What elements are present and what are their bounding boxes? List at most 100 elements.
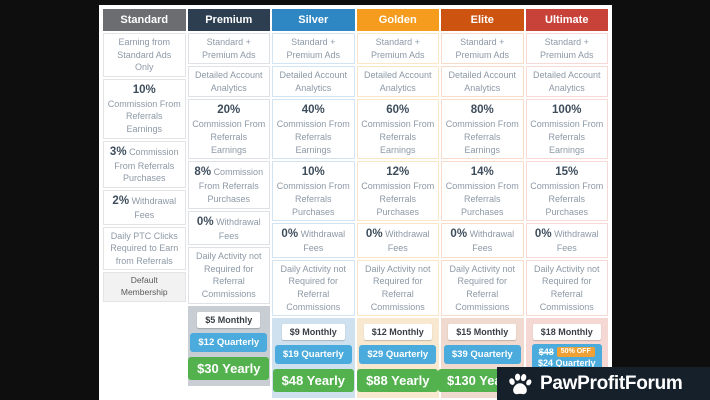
watermark-logo-bar: PawProfitForum <box>497 367 710 400</box>
feature-cell: Daily Activity not Required for Referral… <box>356 259 439 317</box>
feature-cell: Standard + Premium Ads <box>441 33 524 65</box>
feature-value: 2% <box>112 194 130 207</box>
feature-value: 60% <box>386 104 410 117</box>
feature-text: Standard + Premium Ads <box>455 37 510 60</box>
feature-text: Commission From Referrals Earnings <box>361 119 435 155</box>
feature-cell: Daily Activity not Required for Referral… <box>525 259 608 317</box>
feature-cell: Standard + Premium Ads <box>356 33 439 65</box>
feature-text: Daily Activity not Required for Referral… <box>364 263 431 312</box>
feature-text: Withdrawal Fees <box>385 229 430 254</box>
quarterly-price-button[interactable]: $29 Quarterly <box>359 345 437 365</box>
monthly-price-button[interactable]: $18 Monthly <box>532 323 601 340</box>
feature-cell: 0% Withdrawal Fees <box>272 223 355 258</box>
brand-name: PawProfitForum <box>540 372 683 394</box>
column-header-silver: Silver <box>272 9 355 31</box>
feature-cell: 0% Withdrawal Fees <box>356 223 439 258</box>
feature-text: Detailed Account Analytics <box>279 70 348 93</box>
pricing-panel: Standard Earning from Standard Ads Only … <box>99 5 612 400</box>
feature-cell: Standard + Premium Ads <box>525 33 608 65</box>
feature-cell: Standard + Premium Ads <box>187 33 270 65</box>
feature-value: 14% <box>470 166 494 179</box>
default-membership-cell: Default Membership <box>103 272 186 303</box>
monthly-price-button[interactable]: $15 Monthly <box>448 324 517 341</box>
monthly-price-button[interactable]: $12 Monthly <box>363 324 432 341</box>
feature-cell: 60% Commission From Referrals Earnings <box>356 99 439 160</box>
feature-text: Standard + Premium Ads <box>201 37 256 60</box>
paw-icon <box>507 372 533 396</box>
feature-cell: Detailed Account Analytics <box>441 66 524 98</box>
feature-text: Commission From Referrals Earnings <box>530 119 604 155</box>
feature-cell: 0% Withdrawal Fees <box>187 210 270 246</box>
membership-comparison-table: Standard Earning from Standard Ads Only … <box>103 9 609 400</box>
quarterly-price-button[interactable]: $39 Quarterly <box>443 345 521 365</box>
feature-text: Detailed Account Analytics <box>448 70 517 93</box>
monthly-price-button[interactable]: $5 Monthly <box>197 311 261 328</box>
column-elite: Elite Standard + Premium Ads Detailed Ac… <box>437 9 527 400</box>
pricing-block-golden: $12 Monthly $29 Quarterly $88 Yearly <box>356 318 439 399</box>
feature-text: Withdrawal Fees <box>131 195 177 221</box>
feature-cell: Daily Activity not Required for Referral… <box>272 259 355 317</box>
monthly-price-button[interactable]: $9 Monthly <box>281 324 345 341</box>
feature-text: Standard + Premium Ads <box>370 37 425 60</box>
feature-cell: 80% Commission From Referrals Earnings <box>441 99 524 160</box>
feature-value: 8% <box>194 166 212 179</box>
yearly-price-button[interactable]: $88 Yearly <box>357 369 439 393</box>
feature-cell: 10% Commission From Referrals Earnings <box>103 78 186 139</box>
feature-value: 20% <box>217 104 241 117</box>
yearly-price-button[interactable]: $30 Yearly <box>188 356 270 380</box>
feature-cell: 10% Commission From Referrals Purchases <box>272 161 355 222</box>
quarterly-price-button[interactable]: $48 50% OFF $24 Quarterly <box>531 343 602 371</box>
feature-text: Detailed Account Analytics <box>532 70 601 93</box>
feature-cell: 12% Commission From Referrals Purchases <box>356 161 439 222</box>
feature-cell: Detailed Account Analytics <box>272 66 355 98</box>
quarterly-price-button[interactable]: $12 Quarterly <box>190 332 268 352</box>
feature-text: Default Membership <box>120 275 168 298</box>
feature-cell: Detailed Account Analytics <box>187 66 270 98</box>
column-silver: Silver Standard + Premium Ads Detailed A… <box>272 9 355 400</box>
new-quarterly-price: $24 Quarterly <box>537 357 596 368</box>
feature-value: 100% <box>552 104 582 117</box>
feature-cell: 0% Withdrawal Fees <box>441 223 524 258</box>
feature-cell: Daily Activity not Required for Referral… <box>187 247 270 304</box>
feature-text: Earning from Standard Ads Only <box>117 37 172 73</box>
feature-cell: 3% Commission From Referrals Purchases <box>103 140 186 188</box>
feature-value: 80% <box>470 104 494 117</box>
pricing-block-premium: $5 Monthly $12 Quarterly $30 Yearly <box>187 305 270 386</box>
column-ultimate: Ultimate Standard + Premium Ads Detailed… <box>524 9 609 400</box>
feature-text: Daily Activity not Required for Referral… <box>449 263 516 312</box>
old-quarterly-price: $48 <box>538 346 554 357</box>
feature-cell: 20% Commission From Referrals Earnings <box>187 99 270 160</box>
column-premium: Premium Standard + Premium Ads Detailed … <box>187 9 270 400</box>
feature-text: Withdrawal Fees <box>300 229 346 254</box>
feature-cell: 100% Commission From Referrals Earnings <box>525 99 608 160</box>
feature-value: 10% <box>301 166 325 179</box>
feature-text: Daily Activity not Required for Referral… <box>195 251 262 299</box>
feature-value: 40% <box>301 104 325 117</box>
feature-value: 3% <box>109 145 127 158</box>
feature-text: Commission From Referrals Purchases <box>114 146 179 184</box>
feature-cell: 0% Withdrawal Fees <box>525 223 608 258</box>
column-golden: Golden Standard + Premium Ads Detailed A… <box>356 9 439 400</box>
feature-text: Daily Activity not Required for Referral… <box>280 263 347 312</box>
quarterly-price-button[interactable]: $19 Quarterly <box>274 345 352 365</box>
column-header-golden: Golden <box>356 9 439 31</box>
feature-text: Commission From Referrals Earnings <box>276 119 350 155</box>
feature-cell: 14% Commission From Referrals Purchases <box>441 161 524 222</box>
feature-cell: Earning from Standard Ads Only <box>103 33 186 77</box>
column-header-elite: Elite <box>441 9 524 31</box>
feature-cell: 2% Withdrawal Fees <box>103 189 186 225</box>
feature-text: Commission From Referrals Earnings <box>192 119 266 155</box>
feature-cell: 40% Commission From Referrals Earnings <box>272 99 355 160</box>
feature-text: Commission From Referrals Purchases <box>361 181 435 217</box>
feature-value: 0% <box>196 215 214 228</box>
feature-cell: Detailed Account Analytics <box>356 66 439 98</box>
feature-value: 12% <box>386 166 410 179</box>
feature-value: 15% <box>555 166 579 179</box>
yearly-price-button[interactable]: $48 Yearly <box>272 369 354 393</box>
feature-value: 0% <box>534 228 552 241</box>
feature-text: Commission From Referrals Earnings <box>107 98 181 135</box>
feature-value: 10% <box>132 83 156 96</box>
feature-cell: Standard + Premium Ads <box>272 33 355 65</box>
column-header-ultimate: Ultimate <box>525 9 608 31</box>
